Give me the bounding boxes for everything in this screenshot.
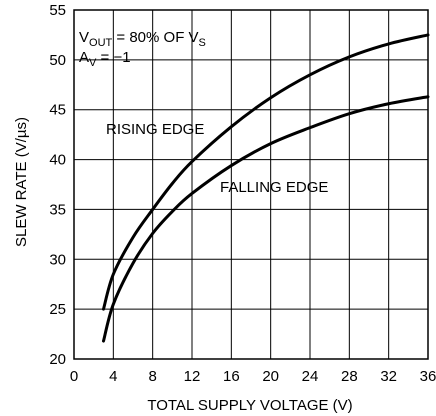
- y-tick-label-20: 20: [49, 351, 66, 368]
- condition-vout-label: VOUT = 80% OF VS: [79, 29, 206, 49]
- y-tick-label-35: 35: [49, 201, 66, 218]
- x-tick-label-36: 36: [420, 368, 436, 385]
- y-axis-title: SLEW RATE (V/µs): [13, 117, 30, 247]
- y-tick-label-40: 40: [49, 152, 66, 169]
- x-tick-label-12: 12: [184, 368, 201, 385]
- x-tick-label-16: 16: [223, 368, 240, 385]
- y-tick-label-25: 25: [49, 301, 66, 318]
- x-axis-title: TOTAL SUPPLY VOLTAGE (V): [147, 397, 352, 414]
- rising-edge-label: RISING EDGE: [106, 121, 204, 138]
- y-tick-label-45: 45: [49, 102, 66, 119]
- y-tick-labels: 20 25 30 35 40 45 50 55: [49, 2, 66, 368]
- y-tick-label-55: 55: [49, 2, 66, 19]
- y-tick-label-30: 30: [49, 251, 66, 268]
- curves: [102, 33, 430, 343]
- x-tick-label-24: 24: [302, 368, 319, 385]
- y-tick-label-50: 50: [49, 52, 66, 69]
- x-tick-label-4: 4: [109, 368, 117, 385]
- condition-gain-label: AV = −1: [79, 49, 131, 69]
- x-tick-label-0: 0: [70, 368, 78, 385]
- falling-edge-curve: [102, 95, 430, 343]
- plot-frame: [73, 9, 429, 360]
- x-tick-label-32: 32: [380, 368, 397, 385]
- x-tick-labels: 0 4 8 12 16 20 24 28 32 36: [70, 368, 436, 385]
- rising-edge-curve: [102, 33, 430, 311]
- falling-edge-label: FALLING EDGE: [220, 179, 328, 196]
- x-tick-label-20: 20: [262, 368, 279, 385]
- x-tick-label-28: 28: [341, 368, 358, 385]
- x-tick-label-8: 8: [148, 368, 156, 385]
